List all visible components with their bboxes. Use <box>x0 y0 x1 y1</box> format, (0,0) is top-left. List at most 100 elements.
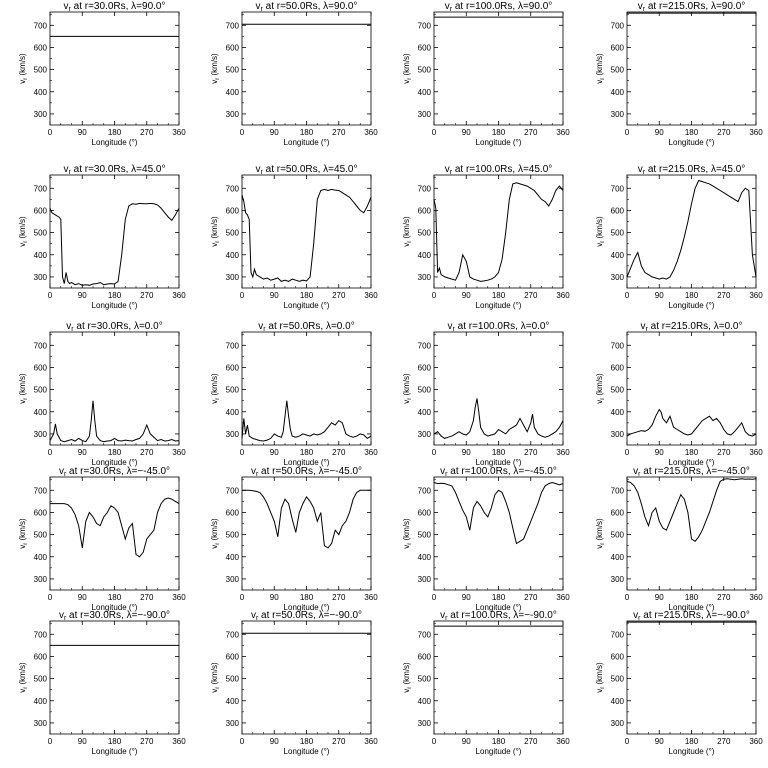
x-tick-label: 90 <box>270 593 279 602</box>
x-tick-label: 0 <box>48 448 53 457</box>
x-tick-label: 360 <box>172 291 186 300</box>
x-tick-label: 0 <box>625 737 630 746</box>
x-tick-label: 360 <box>749 128 763 137</box>
x-tick-label: 360 <box>556 128 570 137</box>
series-line <box>626 408 757 437</box>
y-tick-label: 600 <box>34 363 48 372</box>
y-tick-label: 500 <box>611 229 625 238</box>
y-tick-label: 600 <box>418 363 432 372</box>
panel-3: vr at r=100.0Rs, λ=90.0° 0 90 180 270 360 300 4… <box>402 1 570 147</box>
y-tick-label: 700 <box>34 184 48 193</box>
x-tick-label: 180 <box>108 737 122 746</box>
y-tick-label: 600 <box>611 206 625 215</box>
series-line <box>242 489 371 549</box>
x-tick-label: 270 <box>717 128 731 137</box>
y-tick-label: 300 <box>34 110 48 119</box>
y-axis-label: vr (km/s) <box>210 373 221 404</box>
panel-7: vr at r=100.0Rs, λ=45.0° 0 90 180 270 360 300 4… <box>402 164 570 310</box>
x-tick-label: 270 <box>524 593 538 602</box>
y-axis-label: vr (km/s) <box>402 216 413 247</box>
x-tick-label: 180 <box>685 593 699 602</box>
x-tick-label: 360 <box>364 448 378 457</box>
panel-title: vr at r=100.0Rs, λ=45.0° <box>445 164 553 176</box>
y-tick-label: 400 <box>418 88 432 97</box>
y-tick-label: 300 <box>226 273 240 282</box>
panel-title: vr at r=215.0Rs, λ=45.0° <box>638 164 746 176</box>
panel-12: vr at r=215.0Rs, λ=0.0° 0 90 180 270 360 300 40… <box>595 321 763 467</box>
x-tick-label: 270 <box>332 593 346 602</box>
panel-title: vr at r=30.0Rs, λ=0.0° <box>66 321 162 333</box>
y-tick-label: 400 <box>226 408 240 417</box>
y-axis-label: vr (km/s) <box>18 216 29 247</box>
x-tick-label: 90 <box>462 448 471 457</box>
x-tick-label: 360 <box>364 593 378 602</box>
x-tick-label: 270 <box>717 291 731 300</box>
y-tick-label: 600 <box>34 652 48 661</box>
y-axis-label: vr (km/s) <box>595 373 606 404</box>
y-tick-label: 400 <box>226 697 240 706</box>
y-tick-label: 700 <box>34 341 48 350</box>
x-axis-label: Longitude (°) <box>669 747 715 756</box>
x-tick-label: 270 <box>140 448 154 457</box>
y-tick-label: 600 <box>418 43 432 52</box>
panel-4: vr at r=215.0Rs, λ=90.0° 0 90 180 270 360 300 4… <box>595 1 763 147</box>
y-tick-label: 300 <box>418 273 432 282</box>
panel-17: vr at r=30.0Rs, λ=−-90.0° 0 90 180 270 360 300… <box>18 610 186 756</box>
x-axis-label: Longitude (°) <box>669 138 715 147</box>
y-tick-label: 400 <box>611 408 625 417</box>
y-tick-label: 500 <box>226 229 240 238</box>
x-tick-label: 360 <box>556 291 570 300</box>
plot-frame <box>241 174 372 289</box>
x-tick-label: 90 <box>78 737 87 746</box>
y-tick-label: 500 <box>34 386 48 395</box>
x-tick-label: 180 <box>108 128 122 137</box>
series-line <box>626 478 757 542</box>
y-axis-label: vr (km/s) <box>18 53 29 84</box>
y-axis-label: vr (km/s) <box>402 662 413 693</box>
series-line <box>241 400 372 442</box>
x-tick-label: 180 <box>300 448 314 457</box>
x-tick-label: 0 <box>432 593 437 602</box>
y-axis-label: vr (km/s) <box>595 518 606 549</box>
x-tick-label: 270 <box>524 737 538 746</box>
y-tick-label: 700 <box>611 184 625 193</box>
x-tick-label: 270 <box>140 593 154 602</box>
x-tick-label: 90 <box>462 593 471 602</box>
x-axis-label: Longitude (°) <box>669 603 715 612</box>
x-tick-label: 270 <box>524 291 538 300</box>
y-tick-label: 300 <box>418 110 432 119</box>
panel-20: vr at r=215.0Rs, λ=−-90.0° 0 90 180 270 360 30… <box>595 610 763 756</box>
x-axis-label: Longitude (°) <box>284 603 330 612</box>
x-axis-label: Longitude (°) <box>284 301 330 310</box>
x-tick-label: 360 <box>172 128 186 137</box>
plot-frame <box>433 620 564 735</box>
plot-frame <box>49 11 180 126</box>
y-tick-label: 500 <box>418 531 432 540</box>
x-axis-label: Longitude (°) <box>92 138 138 147</box>
y-tick-label: 700 <box>611 486 625 495</box>
y-axis-label: vr (km/s) <box>402 53 413 84</box>
plot-frame <box>626 11 757 126</box>
x-axis-label: Longitude (°) <box>284 138 330 147</box>
y-tick-label: 300 <box>226 430 240 439</box>
panel-title: vr at r=30.0Rs, λ=45.0° <box>64 164 166 176</box>
y-tick-label: 300 <box>611 719 625 728</box>
plot-frame <box>241 620 372 735</box>
y-axis-label: vr (km/s) <box>18 518 29 549</box>
series-line <box>433 398 564 439</box>
x-tick-label: 180 <box>108 291 122 300</box>
x-tick-label: 270 <box>524 448 538 457</box>
y-tick-label: 700 <box>418 630 432 639</box>
y-tick-label: 400 <box>34 251 48 260</box>
x-tick-label: 360 <box>172 593 186 602</box>
y-tick-label: 300 <box>611 110 625 119</box>
x-tick-label: 0 <box>432 128 437 137</box>
panel-8: vr at r=215.0Rs, λ=45.0° 0 90 180 270 360 300 4… <box>595 164 763 310</box>
x-axis-label: Longitude (°) <box>476 138 522 147</box>
y-tick-label: 400 <box>418 553 432 562</box>
x-tick-label: 90 <box>655 737 664 746</box>
x-tick-label: 360 <box>749 593 763 602</box>
y-tick-label: 700 <box>611 630 625 639</box>
x-axis-label: Longitude (°) <box>92 603 138 612</box>
y-tick-label: 500 <box>611 531 625 540</box>
